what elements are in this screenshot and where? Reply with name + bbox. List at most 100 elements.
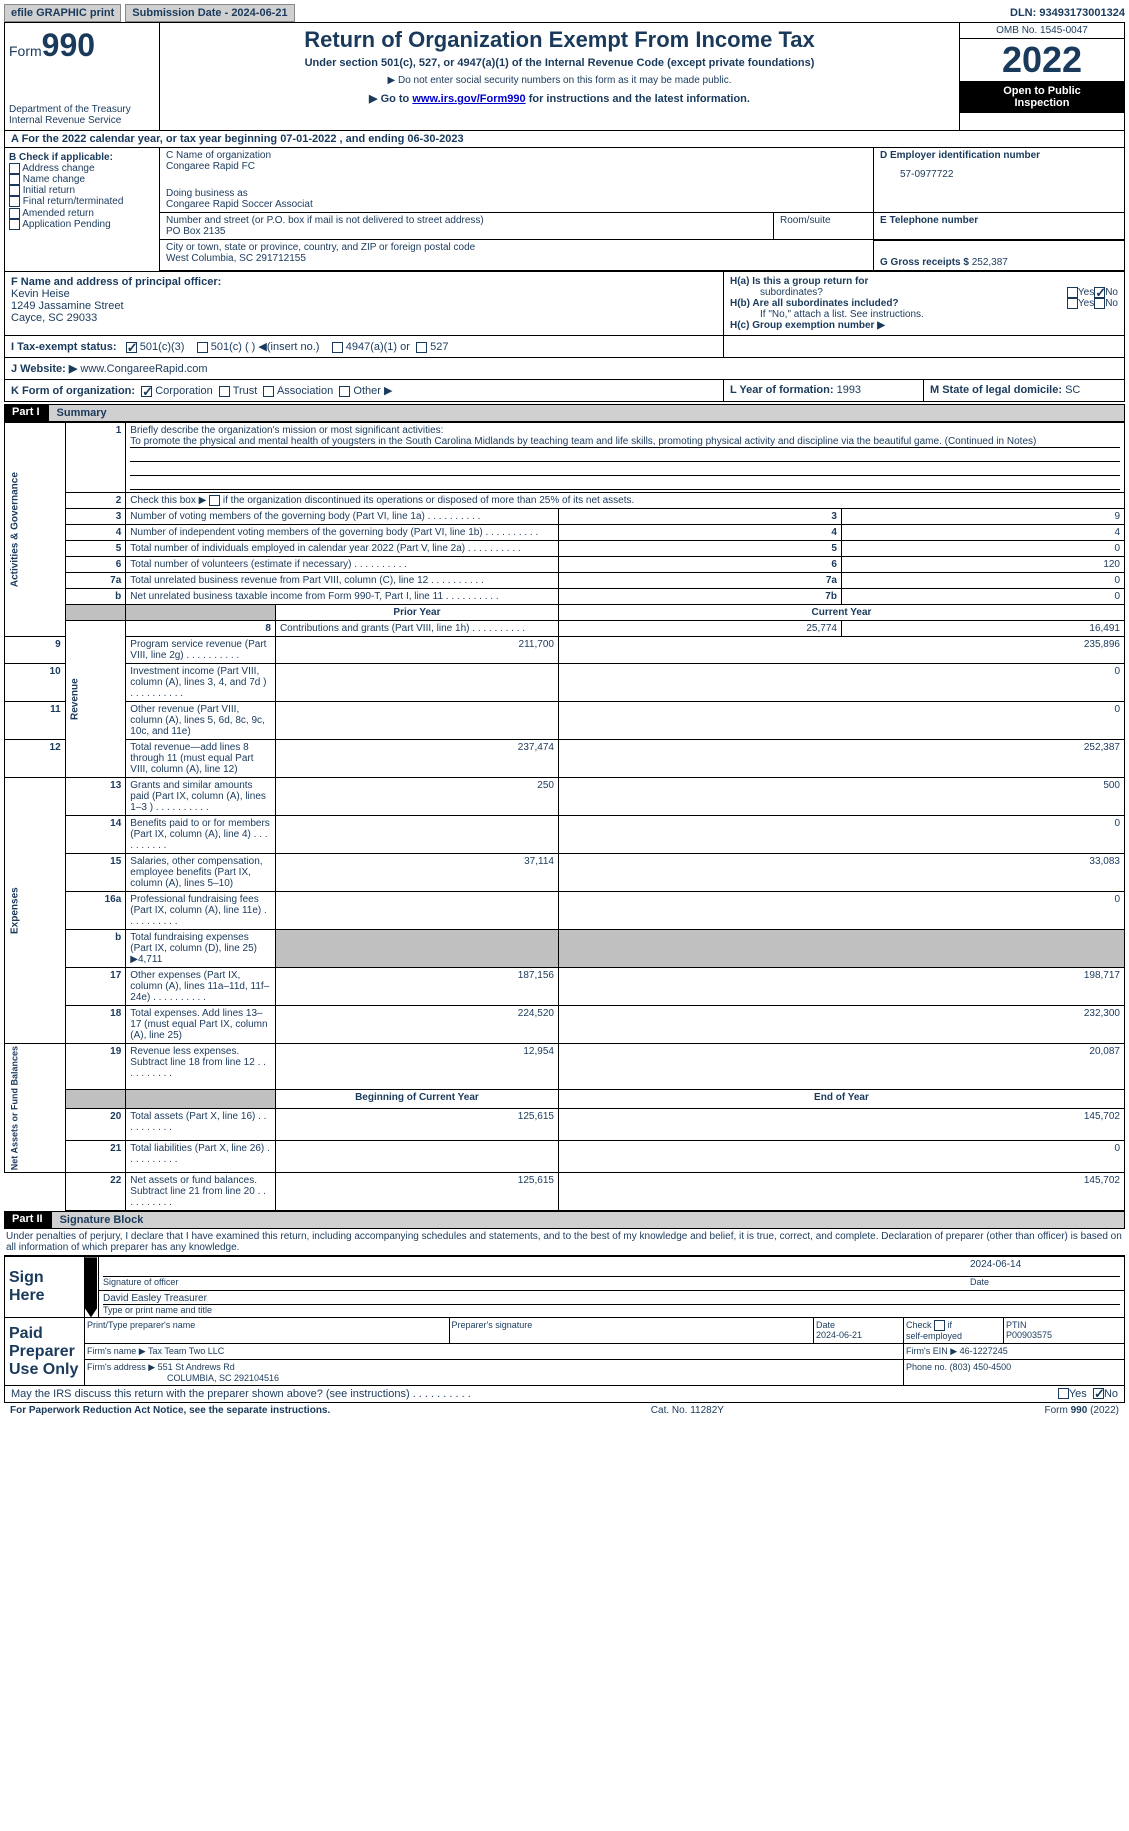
- l15-label: Salaries, other compensation, employee b…: [126, 854, 276, 892]
- hb-yes-label: Yes: [1078, 298, 1094, 309]
- r11-py: [275, 702, 558, 740]
- shaded-cell: [558, 930, 1124, 968]
- amended-checkbox[interactable]: [9, 208, 20, 219]
- irs-yes-label: Yes: [1069, 1388, 1087, 1400]
- ein-value: 57-0977722: [880, 161, 1118, 180]
- 4947-checkbox[interactable]: [332, 342, 343, 353]
- name-title-label: Type or print name and title: [103, 1305, 1120, 1315]
- l20-label: Total assets (Part X, line 16): [126, 1108, 276, 1140]
- subtitle-3: ▶ Go to www.irs.gov/Form990 for instruct…: [164, 92, 955, 105]
- org-name-label: C Name of organization: [166, 150, 867, 161]
- part1-title: Summary: [48, 404, 1125, 422]
- officer-label: F Name and address of principal officer:: [11, 276, 221, 288]
- e14-py: [275, 816, 558, 854]
- ein-label: D Employer identification number: [880, 150, 1118, 161]
- l2-pre: Check this box ▶: [130, 495, 206, 506]
- line-num: 3: [65, 509, 126, 525]
- self-emp-checkbox[interactable]: [934, 1320, 945, 1331]
- l5-value: 0: [841, 541, 1124, 557]
- irs-yes-checkbox[interactable]: [1058, 1388, 1069, 1399]
- officer-name-title: David Easley Treasurer: [103, 1293, 1120, 1305]
- l7b-label: Net unrelated business taxable income fr…: [126, 589, 559, 605]
- line-num: 2: [65, 493, 126, 509]
- addr-change-label: Address change: [22, 163, 94, 174]
- line-ref: 7b: [558, 589, 841, 605]
- corp-checkbox[interactable]: [141, 386, 152, 397]
- e16-cy: 0: [558, 892, 1124, 930]
- r10-cy: 0: [558, 664, 1124, 702]
- l4-value: 4: [841, 525, 1124, 541]
- l17-label: Other expenses (Part IX, column (A), lin…: [126, 968, 276, 1006]
- l11-label: Other revenue (Part VIII, column (A), li…: [126, 702, 276, 740]
- ha-sub: subordinates?: [730, 287, 1067, 298]
- irs-link[interactable]: www.irs.gov/Form990: [412, 93, 525, 105]
- ha-yes-checkbox[interactable]: [1067, 287, 1078, 298]
- form-number: 990: [42, 27, 95, 63]
- declaration-text: Under penalties of perjury, I declare th…: [4, 1229, 1125, 1256]
- corp-label: Corporation: [155, 385, 212, 397]
- tel-label: E Telephone number: [874, 213, 1124, 240]
- line-num: 4: [65, 525, 126, 541]
- shaded-cell: [65, 605, 126, 621]
- l7b-value: 0: [841, 589, 1124, 605]
- final-return-checkbox[interactable]: [9, 196, 20, 207]
- l18-label: Total expenses. Add lines 13–17 (must eq…: [126, 1006, 276, 1044]
- l16a-label: Professional fundraising fees (Part IX, …: [126, 892, 276, 930]
- prep-name-label: Print/Type preparer's name: [85, 1318, 450, 1343]
- assoc-label: Association: [277, 385, 333, 397]
- irs-no-checkbox[interactable]: [1093, 1388, 1104, 1399]
- line-num: 21: [65, 1141, 126, 1173]
- line-num: 15: [65, 854, 126, 892]
- tax-status-label: I Tax-exempt status:: [11, 341, 117, 353]
- goto-suffix: for instructions and the latest informat…: [526, 93, 750, 105]
- ptin-value: P00903575: [1006, 1330, 1052, 1340]
- line-num: 18: [65, 1006, 126, 1044]
- l3-value: 9: [841, 509, 1124, 525]
- app-pending-label: Application Pending: [22, 219, 110, 230]
- n22-py: 125,615: [275, 1173, 558, 1211]
- self-emp-label: self-employed: [906, 1331, 962, 1341]
- 527-label: 527: [430, 341, 448, 353]
- line-num: 19: [65, 1044, 126, 1089]
- line-num: b: [65, 589, 126, 605]
- r8-py: 25,774: [558, 621, 841, 637]
- 501c-label: 501(c) ( ) ◀(insert no.): [211, 341, 320, 353]
- r8-cy: 16,491: [841, 621, 1124, 637]
- name-change-checkbox[interactable]: [9, 174, 20, 185]
- dln-text: DLN: 93493173001324: [1010, 7, 1125, 19]
- ha-no-label: No: [1105, 287, 1118, 298]
- trust-checkbox[interactable]: [219, 386, 230, 397]
- l12-label: Total revenue—add lines 8 through 11 (mu…: [126, 740, 276, 778]
- line-num: 11: [5, 702, 66, 740]
- initial-return-checkbox[interactable]: [9, 185, 20, 196]
- n20-py: 125,615: [275, 1108, 558, 1140]
- l1-text: To promote the physical and mental healt…: [130, 436, 1120, 448]
- cy-header: Current Year: [558, 605, 1124, 621]
- assoc-checkbox[interactable]: [263, 386, 274, 397]
- ha-label: H(a) Is this a group return for: [730, 276, 868, 287]
- line-ref: 3: [558, 509, 841, 525]
- 501c3-checkbox[interactable]: [126, 342, 137, 353]
- l22-label: Net assets or fund balances. Subtract li…: [126, 1173, 276, 1211]
- prep-sig-label: Preparer's signature: [450, 1318, 815, 1343]
- line-ref: 4: [558, 525, 841, 541]
- street-value: PO Box 2135: [166, 226, 767, 237]
- prep-date-label: Date: [816, 1320, 835, 1330]
- l6-label: Total number of volunteers (estimate if …: [126, 557, 559, 573]
- app-pending-checkbox[interactable]: [9, 219, 20, 230]
- addr-change-checkbox[interactable]: [9, 163, 20, 174]
- l2-checkbox[interactable]: [209, 495, 220, 506]
- 527-checkbox[interactable]: [416, 342, 427, 353]
- 501c-checkbox[interactable]: [197, 342, 208, 353]
- website-label: J Website: ▶: [11, 363, 77, 375]
- r9-cy: 235,896: [558, 637, 1124, 664]
- hb-no-checkbox[interactable]: [1094, 298, 1105, 309]
- year-formation-label: L Year of formation:: [730, 384, 834, 396]
- hb-yes-checkbox[interactable]: [1067, 298, 1078, 309]
- efile-print-button[interactable]: efile GRAPHIC print: [4, 4, 121, 22]
- l8-label: Contributions and grants (Part VIII, lin…: [275, 621, 558, 637]
- other-checkbox[interactable]: [339, 386, 350, 397]
- submission-date-button[interactable]: Submission Date - 2024-06-21: [125, 4, 294, 22]
- ha-no-checkbox[interactable]: [1094, 287, 1105, 298]
- e19-cy: 20,087: [558, 1044, 1124, 1089]
